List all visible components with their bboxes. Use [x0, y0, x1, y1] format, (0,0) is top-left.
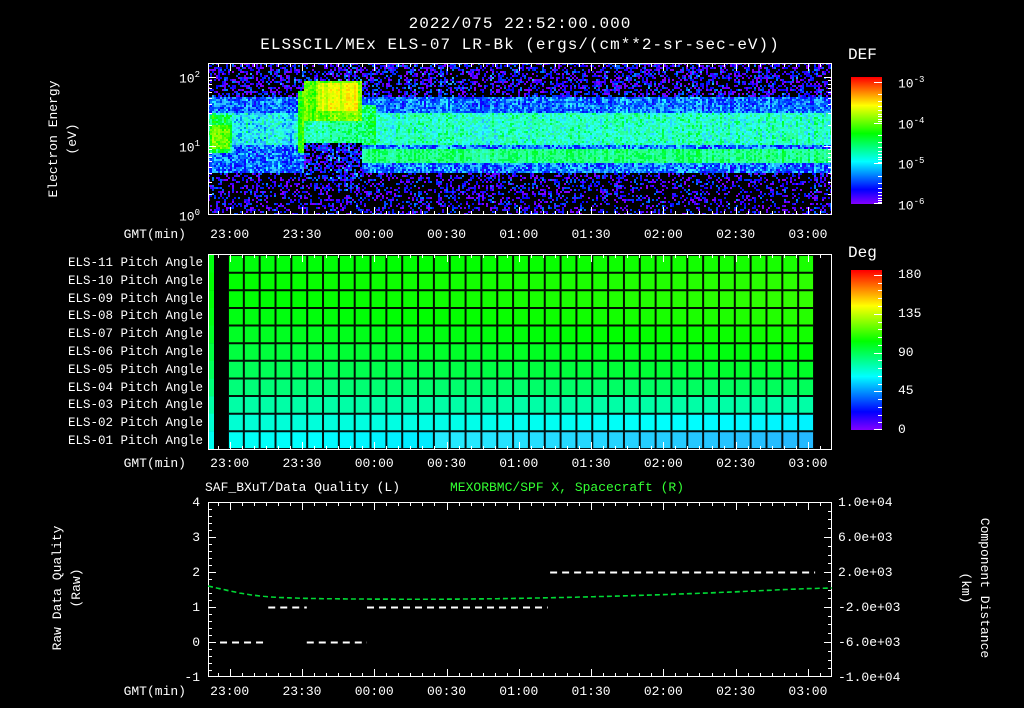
- bottom-left-axis-label: Raw Data Quality (Raw): [48, 488, 92, 688]
- pitch-row-label: ELS-05 Pitch Angle: [67, 362, 203, 377]
- electron-energy-spectrogram: [208, 63, 832, 215]
- def-tick-label: 10-5: [898, 156, 925, 173]
- quality-distance-plot: [208, 502, 832, 677]
- def-tick-label: 10-4: [898, 115, 925, 133]
- pitch-row-label: ELS-06 Pitch Angle: [67, 345, 203, 359]
- x-tick-label: 02:00: [643, 456, 683, 471]
- x-tick-label: 01:00: [499, 456, 539, 471]
- distance-tick-label: 2.0e+03: [838, 565, 893, 580]
- bottom-left-axis-label-line1: Raw Data Quality: [50, 525, 65, 651]
- x-tick-label: 00:30: [427, 684, 467, 699]
- deg-colorbar: [851, 270, 882, 430]
- pitch-row-label: ELS-08 Pitch Angle: [67, 309, 203, 324]
- x-tick-label: 01:00: [499, 227, 539, 242]
- bottom-right-axis-label-line2: (km): [958, 572, 973, 604]
- distance-tick-label: -6.0e+03: [838, 635, 901, 650]
- pitch-angle-grid: [208, 254, 832, 450]
- quality-tick-label: 1: [192, 600, 200, 615]
- x-tick-label: 23:00: [210, 456, 250, 471]
- gmt-axis-label: GMT(min): [123, 227, 186, 242]
- gmt-axis-label: GMT(min): [123, 684, 186, 699]
- x-tick-label: 00:30: [427, 227, 467, 242]
- def-tick-label: 10-3: [898, 74, 925, 92]
- x-tick-label: 00:00: [354, 684, 394, 699]
- quality-tick-label: -1: [184, 670, 200, 685]
- x-tick-label: 01:30: [571, 456, 611, 471]
- pitch-row-label: ELS-04 Pitch Angle: [67, 380, 203, 395]
- bottom-right-axis-label: Component Distance (km): [950, 478, 994, 698]
- pitch-row-label: ELS-01 Pitch Angle: [67, 434, 203, 449]
- x-tick-label: 03:00: [788, 227, 828, 242]
- bottom-title-right: MEXORBMC/SPF X, Spacecraft (R): [450, 480, 685, 495]
- pitch-row-label: ELS-03 Pitch Angle: [67, 398, 203, 413]
- x-tick-label: 00:00: [354, 456, 394, 471]
- energy-tick-label: 102: [178, 70, 200, 87]
- page-title: 2022/075 22:52:00.000: [408, 15, 632, 33]
- spectrogram-y-axis-label: Electron Energy (eV): [44, 59, 88, 219]
- distance-tick-label: 1.0e+04: [838, 495, 893, 510]
- quality-tick-label: 3: [192, 530, 200, 545]
- x-tick-label: 02:30: [716, 456, 756, 471]
- gmt-axis-label: GMT(min): [123, 456, 186, 471]
- x-tick-label: 01:30: [571, 684, 611, 699]
- x-tick-label: 02:00: [643, 684, 683, 699]
- quality-tick-label: 0: [192, 635, 200, 650]
- pitch-row-label: ELS-07 Pitch Angle: [67, 327, 203, 342]
- pitch-row-label: ELS-09 Pitch Angle: [67, 291, 203, 306]
- distance-tick-label: -2.0e+03: [838, 600, 901, 615]
- x-tick-label: 03:00: [788, 684, 828, 699]
- deg-tick-label: 45: [898, 383, 914, 399]
- def-tick-label: 10-6: [898, 197, 925, 214]
- deg-tick-label: 135: [898, 305, 922, 321]
- energy-tick-label: 100: [178, 208, 200, 225]
- x-tick-label: 23:00: [210, 227, 250, 242]
- distance-tick-label: -1.0e+04: [838, 670, 901, 685]
- x-tick-label: 03:00: [788, 456, 828, 471]
- x-tick-label: 23:00: [210, 684, 250, 699]
- spectrogram-y-axis-label-line2: (eV): [65, 123, 80, 155]
- x-tick-label: 23:30: [282, 227, 322, 242]
- plot-subtitle: ELSSCIL/MEx ELS-07 LR-Bk (ergs/(cm**2-sr…: [260, 36, 780, 54]
- x-tick-label: 02:30: [716, 227, 756, 242]
- x-tick-label: 23:30: [282, 684, 322, 699]
- deg-colorbar-title: Deg: [848, 244, 877, 262]
- x-tick-label: 01:00: [499, 684, 539, 699]
- x-tick-label: 00:30: [427, 456, 467, 471]
- energy-tick-label: 101: [178, 139, 200, 156]
- pitch-row-label: ELS-10 Pitch Angle: [67, 273, 203, 288]
- def-colorbar-title: DEF: [848, 46, 877, 64]
- bottom-title-left: SAF_BXuT/Data Quality (L): [205, 480, 401, 495]
- deg-tick-label: 180: [898, 267, 922, 282]
- pitch-row-label: ELS-02 Pitch Angle: [67, 416, 203, 431]
- deg-tick-label: 0: [898, 422, 906, 438]
- x-tick-label: 02:00: [643, 227, 683, 242]
- distance-tick-label: 6.0e+03: [838, 530, 893, 545]
- x-tick-label: 00:00: [354, 227, 394, 242]
- def-colorbar: [851, 77, 882, 204]
- x-tick-label: 23:30: [282, 456, 322, 471]
- quality-tick-label: 2: [192, 565, 200, 580]
- deg-tick-label: 90: [898, 344, 914, 360]
- spectrogram-y-axis-label-line1: Electron Energy: [46, 80, 61, 198]
- x-tick-label: 02:30: [716, 684, 756, 699]
- bottom-right-axis-label-line1: Component Distance: [977, 517, 992, 659]
- x-tick-label: 01:30: [571, 227, 611, 242]
- bottom-left-axis-label-line2: (Raw): [69, 568, 84, 608]
- pitch-row-label: ELS-11 Pitch Angle: [67, 255, 203, 270]
- quality-tick-label: 4: [192, 495, 200, 510]
